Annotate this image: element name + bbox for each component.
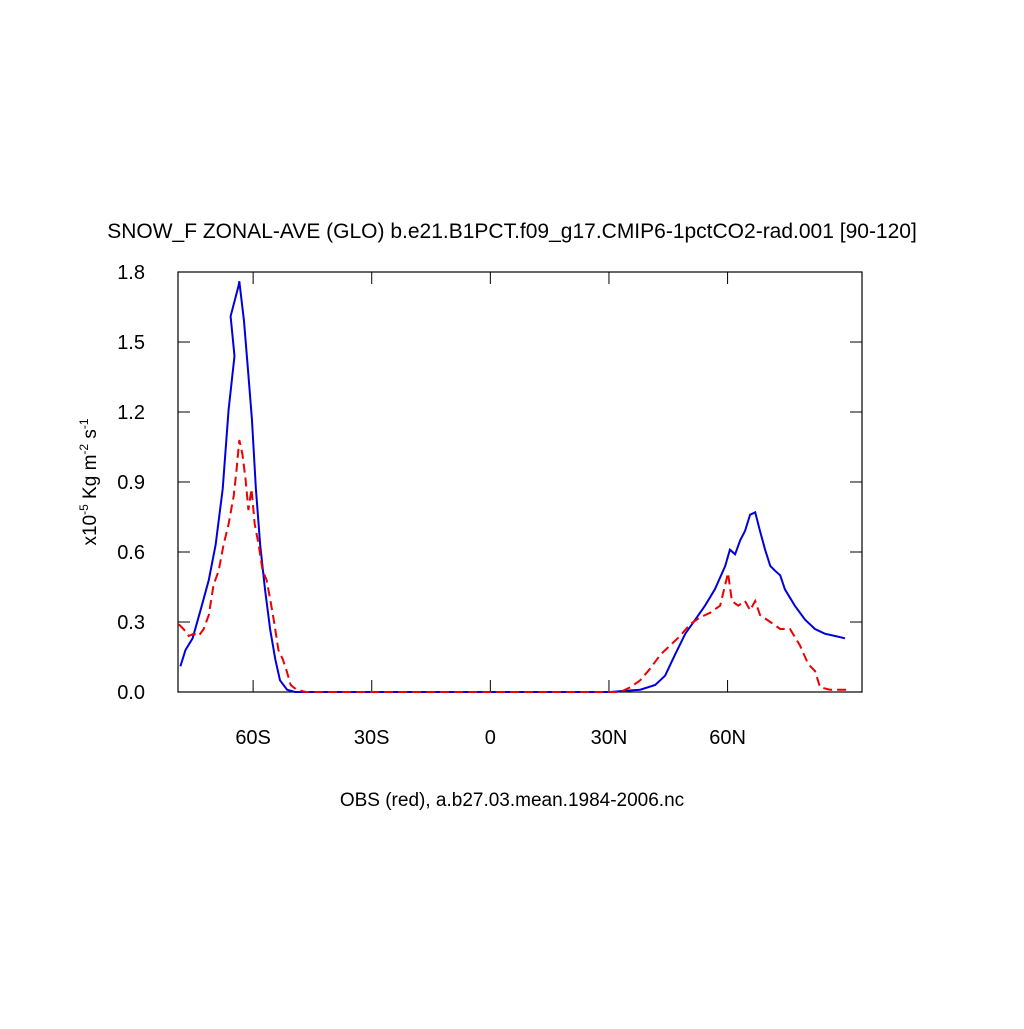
y-tick-label: 0.0 <box>117 682 145 704</box>
x-tick-label: 0 <box>485 727 496 749</box>
plot-frame <box>177 271 863 693</box>
x-tick-label: 60S <box>235 727 271 749</box>
y-tick-label: 0.6 <box>117 542 145 564</box>
y-tick-label: 1.8 <box>117 262 145 284</box>
x-tick-label: 30S <box>354 727 390 749</box>
y-label-sup: -2 <box>77 444 91 455</box>
y-label-part: Kg m <box>80 455 101 505</box>
y-label-sup: -1 <box>77 418 91 429</box>
y-label-part: s <box>80 429 101 444</box>
data-line <box>179 281 846 693</box>
x-tick-label: 30N <box>591 727 628 749</box>
x-tick-label: 60N <box>709 727 746 749</box>
y-tick-label: 1.2 <box>117 402 145 424</box>
y-tick-label: 0.9 <box>117 472 145 494</box>
chart-title: SNOW_F ZONAL-AVE (GLO) b.e21.B1PCT.f09_g… <box>107 220 917 243</box>
data-line <box>178 439 849 693</box>
y-tick-label: 0.3 <box>117 612 145 634</box>
y-label-part: x10 <box>80 515 101 546</box>
y-tick-label: 1.5 <box>117 332 145 354</box>
y-axis-label: x10-5 Kg m-2 s-1 <box>77 418 101 545</box>
y-label-sup: -5 <box>77 504 91 515</box>
x-axis-label: OBS (red), a.b27.03.mean.1984-2006.nc <box>340 790 684 811</box>
